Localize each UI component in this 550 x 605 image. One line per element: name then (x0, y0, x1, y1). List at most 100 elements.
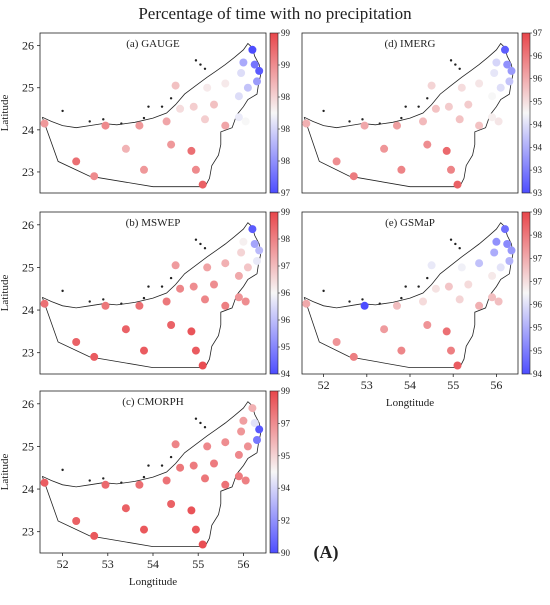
station-point (167, 321, 176, 329)
station-point (167, 500, 176, 508)
y-tick-label: 26 (22, 218, 34, 232)
island (454, 242, 457, 246)
island (199, 421, 202, 425)
station-point (505, 257, 514, 265)
station-point (187, 146, 196, 155)
station-point (447, 165, 455, 174)
colorbar-tick-label: 96 (533, 74, 543, 84)
colorbar-tick-label: 95 (533, 346, 543, 356)
station-point (187, 506, 196, 515)
colorbar (521, 32, 531, 194)
station-point (453, 180, 462, 189)
island (160, 285, 164, 288)
station-point (203, 263, 212, 272)
colorbar-tick-label: 93 (533, 188, 543, 198)
colorbar-tick-label: 92 (281, 516, 290, 526)
station-point (189, 102, 198, 111)
station-point (121, 504, 130, 513)
island (348, 120, 351, 123)
island (102, 118, 105, 121)
station-point (171, 261, 180, 270)
panel-3: (b) MSWEP 23 24 25 26 Latitude 94 95 96 96 97 98 99 (0, 207, 291, 379)
station-point (239, 416, 248, 425)
colorbar-tick-label: 94 (533, 142, 543, 152)
station-point (253, 257, 261, 265)
station-point (162, 476, 171, 485)
colorbar-tick-label: 94 (533, 369, 543, 379)
panel-frame (301, 211, 519, 375)
station-point (210, 280, 218, 289)
station-point (241, 117, 250, 126)
station-point (496, 263, 505, 272)
station-point (494, 117, 503, 126)
station-point (135, 480, 144, 489)
colorbar-tick-label: 98 (281, 92, 291, 102)
colorbar-tick-label: 97 (281, 188, 291, 198)
station-point (201, 295, 209, 304)
station-point (255, 246, 264, 255)
island (404, 105, 407, 108)
island (61, 109, 64, 113)
colorbar-tick-label: 95 (281, 342, 291, 352)
station-point (427, 261, 436, 270)
station-point (505, 77, 514, 86)
station-point (171, 440, 180, 449)
station-point (488, 293, 497, 302)
x-tick-label: 56 (237, 557, 249, 571)
x-axis-label: Longtitude (129, 576, 177, 588)
station-point (176, 104, 185, 113)
station-point (101, 480, 110, 489)
station-point (453, 361, 462, 370)
station-point (198, 540, 207, 549)
x-tick-label: 53 (102, 557, 114, 571)
station-point (503, 240, 512, 248)
y-tick-label: 23 (22, 346, 34, 360)
station-point (243, 442, 252, 451)
y-tick-label: 25 (22, 260, 34, 274)
station-point (241, 297, 250, 306)
island (120, 122, 123, 125)
station-point (507, 246, 516, 255)
island (404, 285, 407, 288)
colorbar (521, 211, 531, 375)
station-point (203, 83, 212, 92)
station-point (210, 459, 218, 468)
station-point (475, 121, 484, 130)
station-point (72, 157, 81, 166)
island (88, 479, 91, 482)
y-tick-label: 25 (22, 439, 34, 453)
colorbar-tick-label: 99 (281, 28, 291, 38)
station-point (431, 104, 440, 113)
y-tick-label: 25 (22, 81, 34, 95)
y-tick-label: 26 (22, 39, 34, 53)
colorbar-tick-label: 98 (281, 234, 291, 244)
station-point (360, 121, 369, 130)
colorbar-tick-label: 95 (533, 97, 543, 107)
island (449, 238, 453, 241)
station-point (427, 81, 436, 90)
station-point (189, 282, 198, 291)
station-point (475, 79, 484, 88)
station-point (503, 60, 512, 69)
station-point (198, 361, 207, 370)
station-point (302, 119, 311, 128)
colorbar-tick-label: 94 (281, 483, 291, 493)
station-point (255, 425, 264, 434)
station-point (191, 525, 200, 534)
station-point (501, 225, 509, 234)
station-point (72, 338, 81, 346)
island (203, 247, 207, 250)
station-point (171, 81, 180, 90)
station-point (444, 102, 453, 111)
island (194, 59, 198, 62)
colorbar-tick-label: 93 (533, 165, 543, 175)
station-point (198, 180, 207, 189)
island (147, 105, 150, 108)
island (203, 67, 207, 70)
station-point (457, 263, 466, 272)
colorbar-tick-label: 95 (533, 323, 543, 333)
station-point (255, 66, 264, 75)
station-point (221, 301, 230, 310)
